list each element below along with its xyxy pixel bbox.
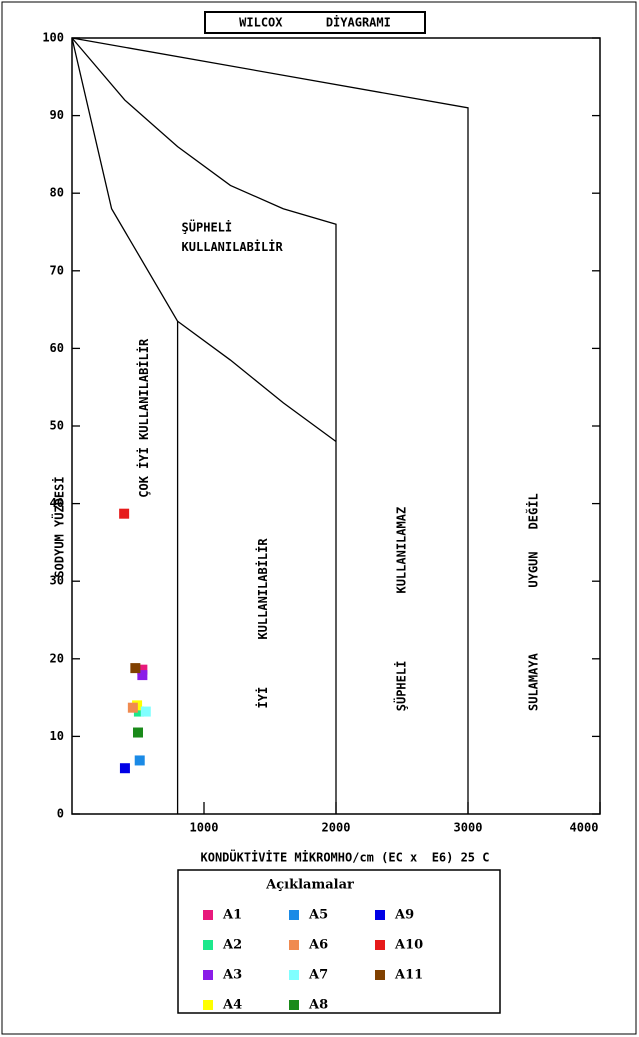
legend-box [177, 869, 501, 1014]
region-label: UYGUN [527, 551, 541, 587]
x-tick-label: 1000 [190, 821, 219, 835]
legend-label: A7 [308, 968, 328, 983]
legend-swatch [203, 1000, 213, 1010]
y-tick-label: 30 [50, 574, 64, 588]
region-label: ÇOK İYİ KULLANILABİLİR [136, 338, 151, 498]
legend-label: A3 [222, 968, 242, 983]
boundary-line [71, 37, 179, 814]
point [133, 706, 144, 717]
x-tick-label: 4000 [570, 821, 599, 835]
y-tick-label: 10 [50, 729, 64, 743]
region-label: ŞÜPHELİ [182, 220, 233, 235]
region-label: KULLANILABİLİR [182, 239, 284, 254]
point [137, 670, 148, 681]
point [130, 663, 141, 674]
legend-label: A9 [394, 908, 414, 923]
legend-swatch [289, 970, 299, 980]
y-tick-label: 90 [50, 108, 64, 122]
point [140, 706, 151, 717]
legend-swatch [289, 940, 299, 950]
y-tick-label: 60 [50, 341, 64, 355]
boundary-line [71, 37, 469, 814]
x-tick-label: 2000 [322, 821, 351, 835]
point [133, 727, 143, 738]
y-tick-label: 100 [42, 31, 64, 45]
x-tick-label: 3000 [454, 821, 483, 835]
region-label: DEĞİL [526, 493, 541, 529]
legend-swatch [203, 970, 213, 980]
legend-swatch [289, 1000, 299, 1010]
legend-swatch [289, 910, 299, 920]
legend-label: A11 [394, 968, 423, 983]
point [134, 755, 145, 766]
legend-label: A5 [308, 908, 328, 923]
region-label: İYİ [255, 687, 270, 709]
x-axis-label: KONDÜKTİVİTE MİKROMHO/cm (EC x E6) 25 C [201, 850, 490, 865]
legend-label: A2 [222, 938, 242, 953]
legend-label: A1 [222, 908, 242, 923]
y-tick-label: 0 [57, 807, 64, 821]
legend-label: A10 [394, 938, 423, 953]
boundary-line [71, 37, 337, 814]
point [119, 508, 130, 519]
legend-swatch [203, 910, 213, 920]
y-tick-label: 80 [50, 186, 64, 200]
point [137, 664, 148, 675]
legend-swatch [375, 940, 385, 950]
y-tick-label: 70 [50, 263, 64, 277]
legend-swatch [375, 970, 385, 980]
y-tick-label: 40 [50, 496, 64, 510]
legend-label: A8 [308, 998, 328, 1013]
legend-label: A4 [222, 998, 242, 1013]
region-label: SULAMAYA [527, 652, 541, 711]
region-label: KULLANILABİLİR [255, 538, 270, 640]
point [119, 763, 130, 774]
y-tick-label: 50 [50, 419, 64, 433]
legend-swatch [375, 910, 385, 920]
region-label: KULLANILAMAZ [395, 507, 409, 594]
y-axis-label: SODYUM YÜZDESİ [52, 476, 67, 577]
legend-label: A6 [308, 938, 328, 953]
point [127, 702, 138, 713]
region-label: ŞÜPHELİ [394, 661, 409, 712]
legend-swatch [203, 940, 213, 950]
chart-title: WILCOX DİYAGRAMI [239, 15, 391, 30]
y-tick-label: 20 [50, 651, 64, 665]
boundary-line [177, 320, 337, 443]
legend-title: Açıklamalar [265, 878, 354, 893]
title-box [204, 11, 426, 34]
